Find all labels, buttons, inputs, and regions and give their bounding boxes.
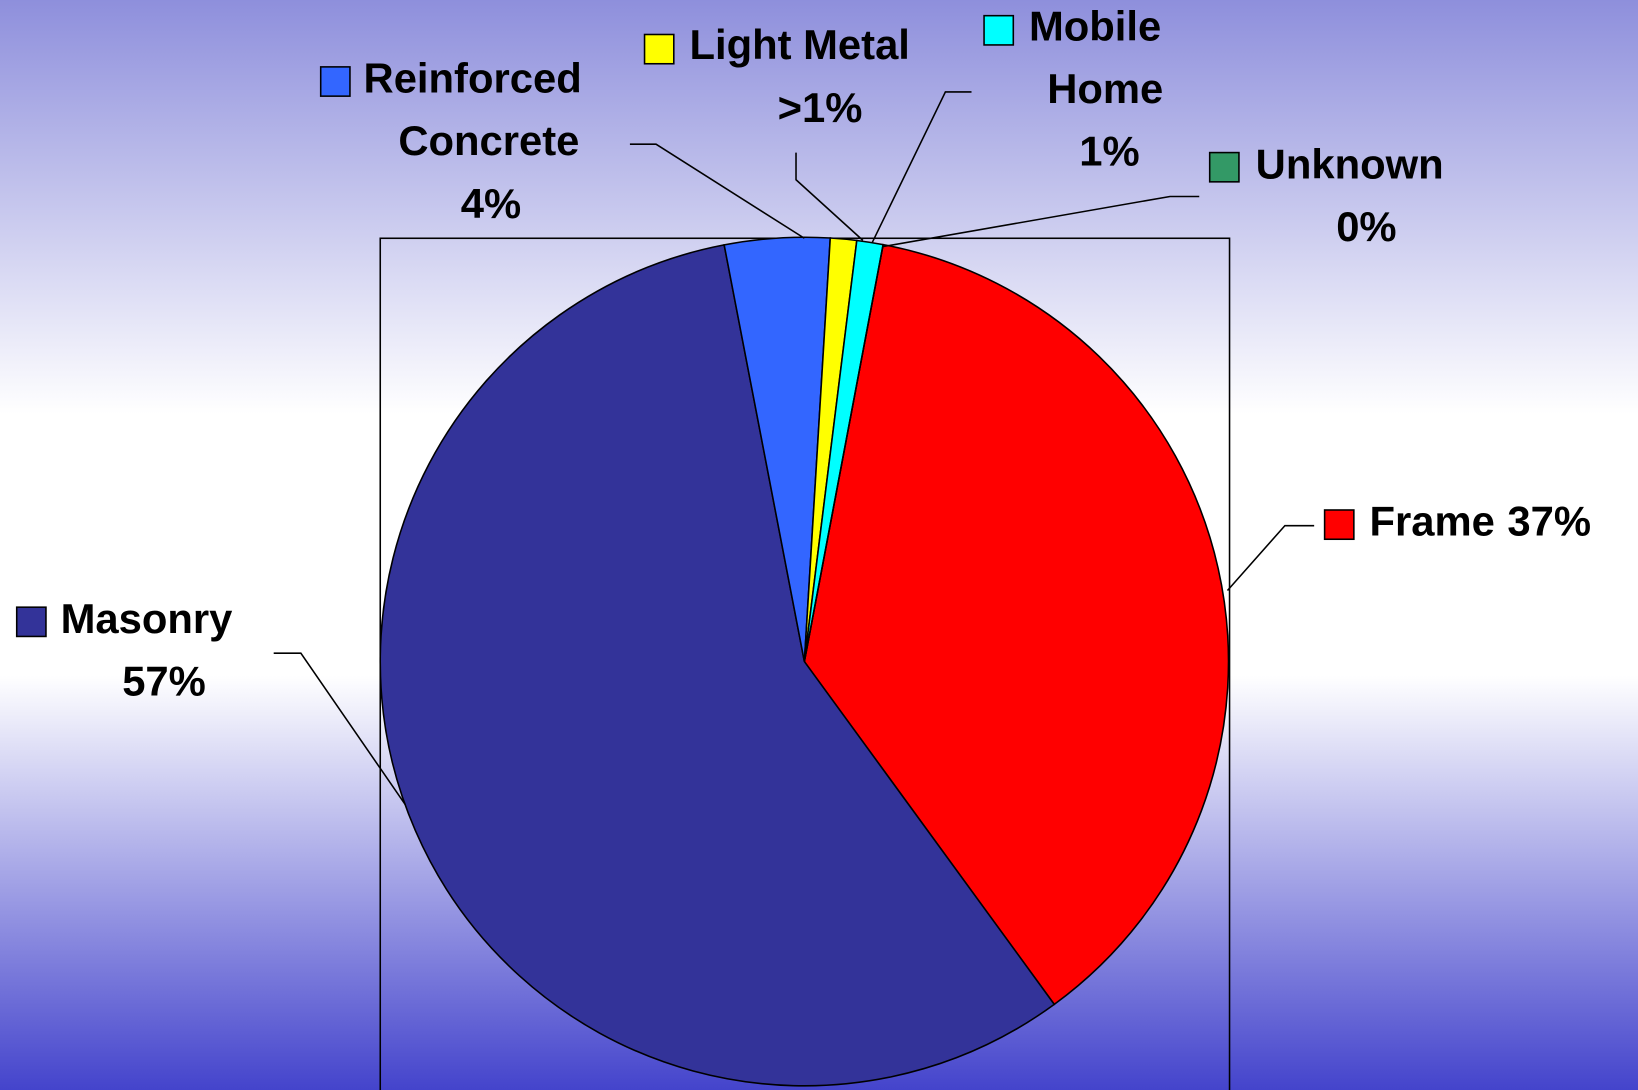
- category-label-line: Home: [1047, 65, 1163, 112]
- leader-line: [273, 652, 406, 806]
- category-label: Unknown: [1256, 140, 1444, 187]
- legend-key: [15, 606, 47, 638]
- leader-line: [882, 195, 1200, 248]
- value-label: >1%: [778, 84, 863, 131]
- category-label: Masonry: [61, 595, 234, 642]
- value-label: 57%: [122, 658, 206, 705]
- leader-line: [795, 152, 864, 241]
- data-label: Frame 37%: [1370, 498, 1592, 545]
- category-label: Reinforced Concrete: [364, 55, 582, 165]
- value-label: 37%: [1507, 498, 1591, 545]
- legend-key: [1208, 151, 1240, 183]
- leader-line: [1226, 524, 1315, 591]
- value-label: 0%: [1336, 203, 1396, 250]
- legend-key: [1323, 509, 1355, 541]
- leader-line: [871, 91, 972, 243]
- legend-key: [319, 66, 351, 97]
- leader-line: [629, 143, 805, 239]
- category-label-line: Mobile: [1029, 2, 1161, 49]
- category-label: Mobile Home: [1029, 2, 1163, 112]
- category-label: Frame: [1370, 498, 1495, 545]
- category-label: Light Metal: [689, 21, 909, 68]
- pie-slice: [803, 243, 1230, 1006]
- category-label-line: Concrete: [398, 117, 579, 164]
- category-label-line: Reinforced: [364, 55, 582, 102]
- legend-key: [983, 14, 1015, 46]
- pie-slice: [379, 243, 1056, 1087]
- value-label: 1%: [1079, 128, 1139, 175]
- value-label: 4%: [461, 180, 521, 227]
- legend-key: [643, 33, 675, 65]
